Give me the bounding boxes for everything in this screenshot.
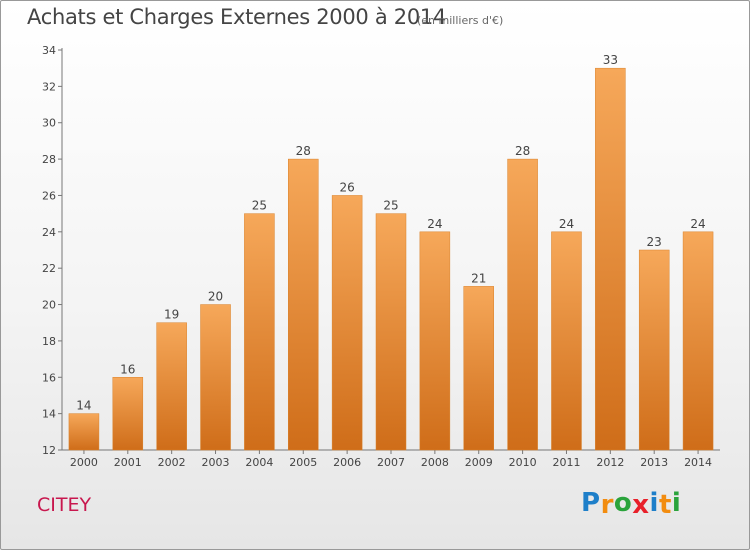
x-tick-label: 2003	[202, 456, 230, 469]
y-tick-label: 16	[42, 371, 56, 384]
logo-letter: x	[632, 490, 650, 520]
bar-2014	[682, 231, 714, 451]
bar-2009	[463, 286, 494, 451]
x-tick-label: 2007	[377, 456, 405, 469]
bar-2006	[331, 195, 363, 451]
data-label-2008: 24	[427, 217, 442, 231]
data-label-2003: 20	[208, 290, 223, 304]
x-tick-label: 2006	[333, 456, 361, 469]
x-tick-label: 2014	[684, 456, 712, 469]
logo-letter: r	[600, 490, 614, 520]
data-label-2014: 24	[690, 217, 705, 231]
chart-title: Achats et Charges Externes 2000 à 2014	[27, 5, 447, 29]
x-tick-label: 2009	[465, 456, 493, 469]
logo-letter: i	[671, 488, 682, 518]
bar-2013	[638, 249, 670, 451]
data-label-2011: 24	[559, 217, 574, 231]
x-tick-label: 2012	[596, 456, 624, 469]
logo-letter: t	[658, 490, 672, 520]
data-label-2001: 16	[120, 362, 135, 376]
chart-unit: (en milliers d'€)	[417, 14, 504, 27]
bar-2005	[288, 158, 319, 451]
bar-2007	[375, 213, 407, 451]
y-tick-label: 12	[42, 444, 56, 457]
y-tick-label: 32	[42, 80, 56, 93]
logo-letter: o	[613, 488, 633, 518]
logo-letter: P	[581, 488, 601, 518]
x-tick-label: 2001	[114, 456, 142, 469]
data-label-2000: 14	[76, 399, 91, 413]
bars	[68, 67, 714, 451]
bar-2002	[156, 322, 187, 451]
x-tick-label: 2010	[509, 456, 537, 469]
x-tick-label: 2005	[289, 456, 317, 469]
data-label-2009: 21	[471, 271, 486, 285]
y-tick-label: 34	[42, 44, 56, 57]
y-tick-label: 18	[42, 335, 56, 348]
bar-2004	[244, 213, 275, 451]
bar-2000	[68, 413, 100, 451]
proxiti-logo: Proxiti	[581, 488, 682, 520]
y-tick-label: 14	[42, 408, 56, 421]
y-tick-label: 30	[42, 117, 56, 130]
commune-name: CITEY	[37, 494, 92, 516]
data-label-2013: 23	[647, 235, 662, 249]
y-tick-label: 22	[42, 262, 56, 275]
y-tick-label: 28	[42, 153, 56, 166]
data-label-2002: 19	[164, 308, 179, 322]
data-label-2012: 33	[603, 53, 618, 67]
bar-2012	[595, 67, 626, 451]
data-label-2005: 28	[296, 144, 311, 158]
data-label-2006: 26	[339, 180, 354, 194]
bar-2008	[419, 231, 451, 451]
x-tick-label: 2002	[158, 456, 186, 469]
bar-2011	[551, 231, 582, 451]
y-tick-label: 24	[42, 226, 56, 239]
logo-letter: i	[649, 488, 659, 518]
x-tick-label: 2000	[70, 456, 98, 469]
data-label-2007: 25	[383, 199, 398, 213]
x-tick-label: 2011	[552, 456, 580, 469]
data-labels: 14 16 19 20 25 28 26 25 24 21 28 24 33 23 24	[76, 53, 705, 412]
x-tick-label: 2013	[640, 456, 668, 469]
y-tick-label: 20	[42, 299, 56, 312]
y-tick-label: 26	[42, 189, 56, 202]
x-tick-label: 2004	[245, 456, 273, 469]
bar-2003	[200, 304, 231, 451]
bar-2001	[112, 377, 144, 451]
x-tick-label: 2008	[421, 456, 449, 469]
data-label-2010: 28	[515, 144, 530, 158]
data-label-2004: 25	[252, 199, 267, 213]
bar-2010	[507, 158, 538, 451]
